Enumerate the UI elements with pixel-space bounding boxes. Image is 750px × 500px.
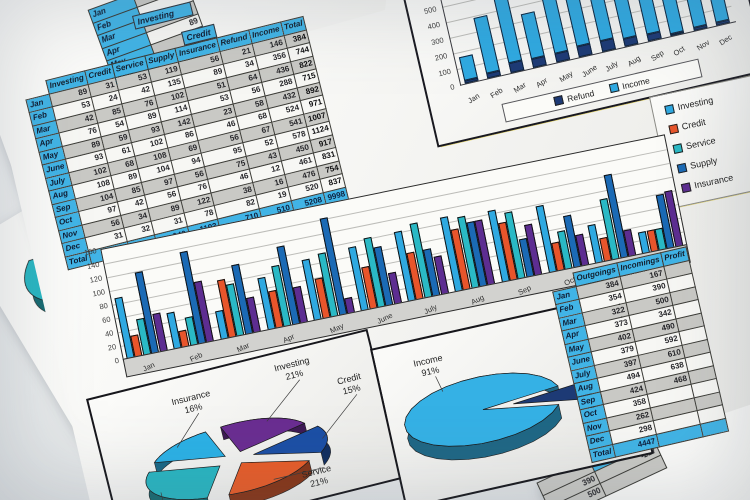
- pie-label-percent: 21%: [309, 475, 329, 489]
- pie-slice-credit: [253, 425, 328, 455]
- x-axis-tick-label: May: [328, 321, 346, 336]
- pie-slice-supply: [145, 465, 221, 500]
- y-axis-tick-label: 500: [423, 4, 438, 16]
- x-axis-tick-label: Mar: [511, 80, 528, 95]
- x-axis-tick-label: Apr: [534, 75, 550, 90]
- x-axis-tick-label: May: [557, 68, 575, 85]
- legend-label: Supply: [689, 155, 719, 171]
- x-axis-tick-label: Jan: [465, 91, 481, 106]
- legend-item: Income: [608, 74, 651, 94]
- x-axis-tick-label: Oct: [671, 43, 687, 58]
- y-axis-tick-label: 600: [406, 0, 434, 3]
- x-axis-tick-label: July: [422, 302, 439, 317]
- outgoings-pie-chart-panel: Insurance 16% Investing 21% Credit 15% Service…: [86, 328, 405, 500]
- legend-swatch-icon: [608, 82, 620, 94]
- legend-swatch-icon: [553, 95, 565, 106]
- pie-leader-line: [273, 467, 324, 480]
- x-axis-tick-label: June: [375, 310, 395, 326]
- legend-label: Credit: [680, 116, 707, 132]
- x-axis-tick-label: June: [580, 62, 599, 79]
- legend-label: Investing: [676, 94, 715, 113]
- x-axis-tick-label: Aug: [626, 53, 643, 69]
- pie-leader-line: [176, 412, 200, 448]
- y-axis-tick-label: 400: [426, 19, 441, 32]
- pie-leader-line: [435, 376, 444, 392]
- pie-slice-insurance: [153, 431, 226, 464]
- bar-investing: [114, 296, 135, 360]
- pie-label-percent: 16%: [183, 401, 203, 415]
- x-axis-tick-label: Feb: [188, 350, 204, 364]
- legend-item: Refund: [553, 88, 595, 107]
- pie-slice-investing: [220, 417, 306, 453]
- x-axis-tick-label: Mar: [234, 340, 251, 355]
- y-axis-tick-label: 200: [433, 51, 449, 63]
- pie-leader-line: [322, 394, 358, 439]
- y-axis-tick-label: 300: [430, 35, 445, 48]
- legend-label: Income: [621, 74, 651, 91]
- pie-label-percent: 15%: [342, 382, 362, 396]
- pie-label-percent: 91%: [420, 365, 440, 379]
- pie-label-percent: 21%: [284, 368, 304, 382]
- x-axis-tick-label: Feb: [488, 85, 505, 101]
- x-axis-tick-label: Sep: [649, 48, 666, 64]
- x-axis-tick-label: Nov: [694, 37, 711, 53]
- x-axis-tick-label: Jan: [141, 360, 156, 374]
- x-axis-tick-label: July: [603, 58, 620, 74]
- legend-swatch-icon: [664, 103, 675, 115]
- x-axis-tick-label: Sep: [516, 283, 533, 298]
- legend-label: Insurance: [693, 172, 735, 191]
- y-axis-tick-label: 0: [449, 82, 456, 92]
- x-axis-tick-label: Aug: [469, 292, 486, 307]
- bar-segment-refund: [646, 31, 662, 42]
- legend-label: Service: [685, 135, 717, 152]
- legend-label: Refund: [566, 87, 596, 104]
- pie-slice-service: [228, 460, 310, 496]
- pie-leader-line: [160, 492, 167, 500]
- y-axis-tick-label: 100: [437, 66, 452, 79]
- pie-leader-line: [266, 379, 300, 422]
- x-axis-tick-label: Dec: [717, 32, 734, 48]
- x-axis-tick-label: Apr: [281, 331, 297, 345]
